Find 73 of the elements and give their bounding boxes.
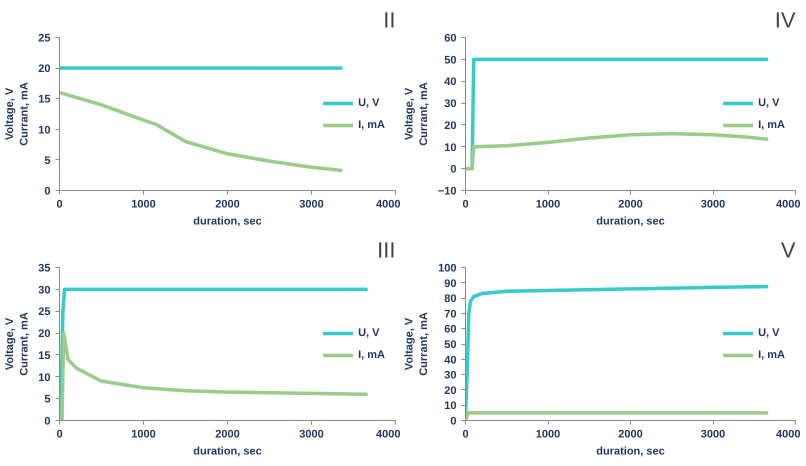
x-tick-label: 0: [56, 198, 63, 210]
x-axis-title: duration, sec: [193, 216, 262, 228]
x-axis-title: duration, sec: [596, 446, 665, 458]
chart-title: III: [377, 238, 396, 262]
x-axis-title: duration, sec: [193, 446, 262, 458]
y-tick-label: 35: [38, 262, 51, 274]
y-tick-label: 30: [38, 284, 51, 296]
chart-title: V: [780, 238, 796, 262]
legend-label: U, V: [358, 326, 380, 338]
legend-label: U, V: [358, 96, 380, 108]
x-tick-label: 4000: [776, 428, 801, 440]
x-tick-label: 2000: [618, 428, 643, 440]
x-tick-label: 3000: [700, 198, 726, 210]
y-tick-label: 15: [38, 94, 51, 106]
x-tick-label: 2000: [215, 198, 240, 210]
y-axis-title: Voltage, V Currant, mA: [404, 312, 430, 376]
x-tick-label: 0: [462, 428, 469, 440]
x-tick-label: 1000: [536, 198, 560, 210]
x-tick-label: 3000: [700, 428, 726, 440]
y-axis-title: Voltage, V Currant, mA: [4, 82, 30, 146]
y-tick-label: 15: [38, 350, 51, 362]
x-tick-label: 3000: [299, 198, 324, 210]
y-tick-label: 80: [444, 293, 457, 306]
x-tick-label: 4000: [776, 198, 801, 210]
y-tick-label: 40: [444, 76, 457, 88]
x-tick-label: 4000: [376, 198, 401, 210]
chart-title: IV: [774, 8, 796, 32]
y-tick-label: 50: [444, 339, 457, 351]
y-axis-title: Voltage, V Currant, mA: [4, 312, 30, 376]
y-tick-label: 0: [44, 186, 51, 198]
y-tick-label: 60: [444, 32, 457, 44]
y-tick-label: 0: [450, 416, 457, 428]
y-tick-label: 20: [38, 328, 51, 340]
y-tick-label: −10: [438, 186, 457, 198]
y-tick-label: 100: [438, 262, 457, 274]
y-tick-label: 5: [44, 394, 51, 406]
y-tick-label: 60: [444, 324, 457, 336]
x-tick-label: 0: [462, 198, 469, 210]
y-tick-label: 70: [444, 308, 457, 320]
legend-label: U, V: [758, 96, 780, 108]
y-tick-label: 30: [444, 98, 457, 110]
x-tick-label: 1000: [131, 428, 156, 440]
legend-label: I, mA: [758, 348, 785, 360]
x-axis-title: duration, sec: [596, 216, 665, 228]
y-axis-title: Voltage, V Currant, mA: [403, 82, 430, 146]
x-tick-label: 4000: [376, 428, 401, 440]
y-tick-label: 0: [450, 164, 457, 176]
x-tick-label: 1000: [536, 428, 560, 440]
x-tick-label: 0: [56, 428, 63, 440]
y-tick-label: 20: [38, 63, 51, 76]
y-tick-label: 90: [444, 278, 457, 290]
y-tick-label: 30: [444, 370, 457, 382]
y-tick-label: 0: [44, 416, 51, 428]
y-tick-label: 10: [38, 124, 51, 136]
y-tick-label: 40: [444, 354, 457, 366]
x-tick-label: 1000: [131, 198, 156, 210]
legend-label: I, mA: [358, 118, 385, 130]
y-tick-label: 10: [444, 142, 457, 154]
legend-label: I, mA: [358, 348, 385, 360]
legend-label: U, V: [758, 326, 780, 338]
y-tick-label: 10: [38, 372, 51, 384]
y-tick-label: 25: [38, 306, 51, 318]
legend-label: I, mA: [758, 118, 785, 130]
y-tick-label: 25: [38, 32, 51, 44]
y-tick-label: 50: [444, 54, 457, 66]
y-tick-label: 20: [444, 384, 457, 397]
y-tick-label: 10: [444, 400, 457, 412]
x-tick-label: 2000: [215, 428, 240, 440]
y-tick-label: 20: [444, 120, 457, 132]
x-tick-label: 3000: [299, 428, 324, 440]
y-tick-label: 5: [44, 154, 51, 167]
x-tick-label: 2000: [618, 198, 643, 210]
chart-title: II: [383, 8, 396, 32]
